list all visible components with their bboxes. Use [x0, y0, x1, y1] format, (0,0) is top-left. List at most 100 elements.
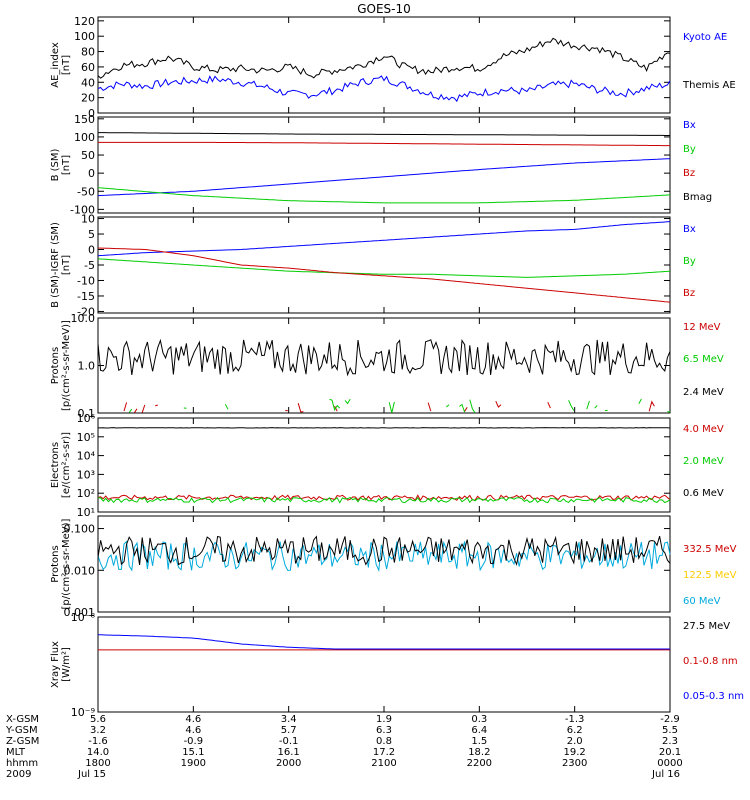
legend-label: 2.0 MeV [683, 456, 724, 467]
y-axis-label: B (SM) [50, 148, 61, 181]
ephemeris-value: 18.2 [468, 747, 490, 758]
y-axis-label: Xray Flux [50, 641, 61, 688]
y-tick-label: 10⁻⁸ [71, 611, 96, 624]
y-tick-label: -10 [77, 274, 95, 287]
panel-frame [97, 216, 671, 314]
legend-label: 60 MeV [683, 596, 721, 607]
legend-label: 0.05-0.3 nm [683, 691, 744, 702]
series-line [97, 37, 671, 79]
y-tick-label: 120 [74, 15, 95, 28]
legend-label: Bx [683, 224, 696, 235]
y-tick-label: 10² [77, 487, 95, 500]
ephemeris-row-label: Z-GSM [6, 736, 39, 747]
ephemeris-value: 0.8 [376, 736, 392, 747]
ephemeris-row-label: MLT [6, 747, 26, 758]
y-tick-label: 20 [81, 92, 95, 105]
y-axis-label: [nT] [61, 255, 72, 275]
y-tick-label: 80 [81, 46, 95, 59]
y-tick-label: 0.1 [78, 407, 96, 420]
y-tick-label: 0 [88, 167, 95, 180]
panel-4: 0.1 1.0 10.0 Protons [p/(cm²-s-sr-MeV)] 12 Me… [50, 312, 724, 420]
y-tick-label: -50 [77, 185, 95, 198]
legend-label: 2.4 MeV [683, 387, 724, 398]
ephemeris-value: 6.3 [376, 725, 392, 736]
ephemeris-value: 3.2 [90, 725, 106, 736]
ephemeris-value: 3.4 [281, 714, 297, 725]
legend-label: By [683, 256, 696, 267]
ephemeris-value: 16.1 [278, 747, 300, 758]
ephemeris-value: 2200 [467, 758, 492, 769]
panel-frame [97, 616, 671, 713]
series-line [97, 338, 671, 377]
plot-title: GOES-10 [357, 2, 411, 16]
series-line [97, 496, 671, 504]
panel-frame [97, 515, 671, 613]
y-tick-label: 10⁴ [77, 450, 96, 463]
y-tick-label: 10 [81, 213, 95, 226]
y-tick-label: -15 [77, 290, 95, 303]
legend-label: 12 MeV [683, 322, 721, 333]
y-tick-label: 100 [74, 131, 95, 144]
legend-label: Bz [683, 168, 695, 179]
series-line [97, 187, 671, 204]
legend-label: 27.5 MeV [683, 621, 730, 632]
y-tick-label: 10⁶ [77, 412, 96, 425]
panel-1: 0 20 40 60 80 100 120 AE_index [nT] Kyoto AE Themi… [50, 15, 736, 120]
ephemeris-value: 2300 [562, 758, 587, 769]
ephemeris-value: 5.5 [662, 725, 678, 736]
y-tick-label: 5 [88, 228, 95, 241]
y-tick-label: 150 [74, 113, 95, 126]
y-tick-label: -5 [84, 259, 95, 272]
ephemeris-value: 20.1 [659, 747, 681, 758]
y-tick-label: 0 [88, 244, 95, 257]
y-axis-label: Electrons [50, 442, 61, 488]
ephemeris-row-label: 2009 [6, 769, 31, 780]
ephemeris-value: 4.6 [185, 725, 201, 736]
y-tick-label: 100 [74, 30, 95, 43]
y-tick-label: 1.0 [78, 360, 96, 373]
ephemeris-value: 1800 [85, 758, 110, 769]
ephemeris-value: Jul 16 [651, 769, 680, 780]
y-axis-label: B (SM)-IGRF (SM) [50, 222, 61, 308]
ephemeris-value: -0.9 [184, 736, 204, 747]
ephemeris-value: -1.3 [565, 714, 585, 725]
y-tick-label: 10¹ [77, 506, 95, 519]
ephemeris-value: 4.6 [185, 714, 201, 725]
legend-label: Bmag [683, 192, 712, 203]
series-line [128, 398, 671, 414]
y-axis-label: Protons [50, 347, 61, 384]
ephemeris-value: 2000 [276, 758, 301, 769]
ephemeris-value: 6.2 [567, 725, 583, 736]
panel-frame [97, 16, 671, 114]
ephemeris-value: 17.2 [373, 747, 395, 758]
legend-label: By [683, 144, 696, 155]
ephemeris-value: 15.1 [182, 747, 204, 758]
panel-frame [97, 116, 671, 214]
legend-label: Bx [683, 120, 696, 131]
y-tick-label: 10³ [77, 468, 95, 481]
ephemeris-row-label: Y-GSM [5, 725, 38, 736]
panel-5: 10¹ 10² 10³ 10⁴ 10⁵ 10⁶ Electrons [e/(cm²-s-sr)… [50, 412, 724, 519]
series-line [97, 540, 671, 573]
ephemeris-value: 0.3 [471, 714, 487, 725]
ephemeris-value: 5.6 [90, 714, 106, 725]
series-line [98, 141, 670, 147]
ephemeris-value: 0000 [657, 758, 682, 769]
ephemeris-value: 6.4 [471, 725, 487, 736]
y-axis-label: [p/(cm²-s-sr-MeV)] [61, 320, 72, 411]
y-tick-label: 0.100 [64, 523, 96, 536]
y-axis-label: [nT] [61, 55, 72, 75]
y-tick-label: 40 [81, 76, 95, 89]
series-line [97, 258, 671, 278]
ephemeris-value: 2100 [371, 758, 396, 769]
ephemeris-value: Jul 15 [77, 769, 106, 780]
ephemeris-value: -2.9 [660, 714, 680, 725]
series-line [97, 247, 671, 303]
series-line [97, 535, 671, 567]
y-axis-label: Protons [50, 545, 61, 582]
y-tick-label: 0.010 [64, 564, 96, 577]
ephemeris-value: 2.0 [567, 736, 583, 747]
ephemeris-row-label: X-GSM [6, 714, 39, 725]
